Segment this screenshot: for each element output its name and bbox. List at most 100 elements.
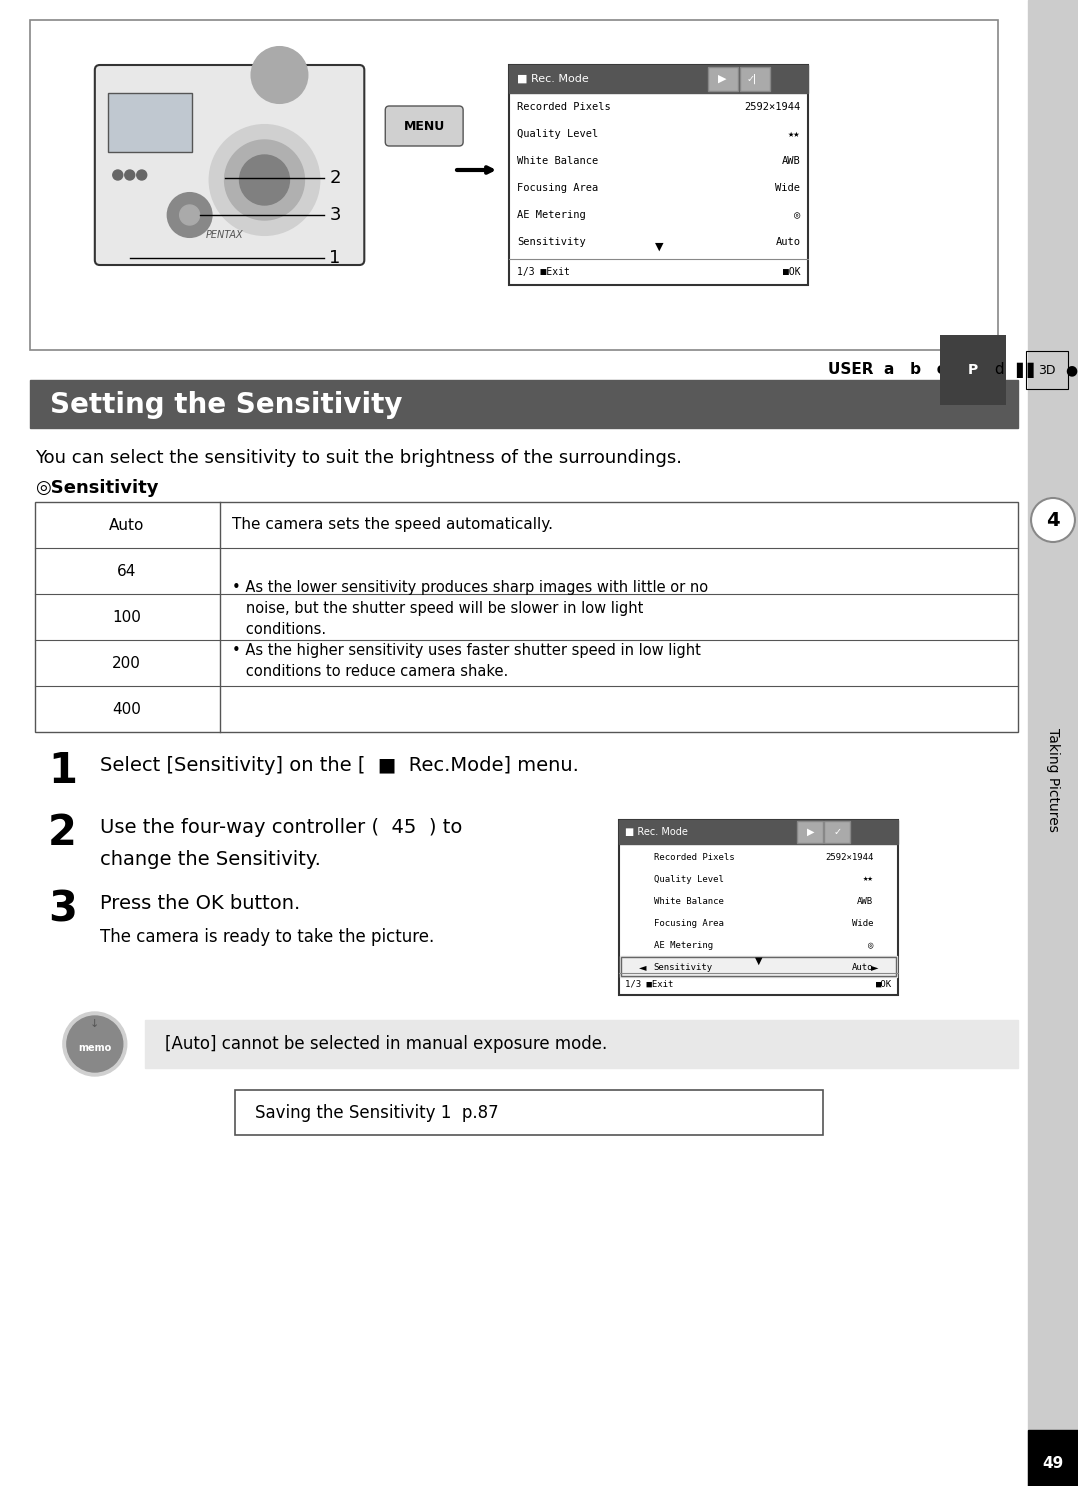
- Text: Focusing Area: Focusing Area: [653, 918, 724, 927]
- Text: Auto: Auto: [852, 963, 874, 972]
- Text: AE Metering: AE Metering: [517, 210, 585, 220]
- Circle shape: [63, 1012, 126, 1076]
- Text: AE Metering: AE Metering: [653, 941, 713, 950]
- FancyBboxPatch shape: [707, 67, 738, 91]
- Text: Select [Sensitivity] on the [  ■  Rec.Mode] menu.: Select [Sensitivity] on the [ ■ Rec.Mode…: [99, 756, 579, 776]
- Circle shape: [67, 1016, 123, 1071]
- Text: Quality Level: Quality Level: [517, 129, 598, 140]
- Circle shape: [240, 155, 289, 205]
- Text: Auto: Auto: [775, 236, 800, 247]
- Text: P: P: [968, 363, 978, 377]
- Bar: [1028, 1430, 1078, 1486]
- Text: 2592×1944: 2592×1944: [825, 853, 874, 862]
- Text: Sensitivity: Sensitivity: [653, 963, 713, 972]
- Text: You can select the sensitivity to suit the brightness of the surroundings.: You can select the sensitivity to suit t…: [35, 449, 681, 467]
- Text: Wide: Wide: [775, 183, 800, 193]
- Bar: [1028, 0, 1078, 1486]
- Text: 2: 2: [48, 811, 77, 854]
- Text: Auto: Auto: [109, 517, 145, 532]
- Text: ■ Rec. Mode: ■ Rec. Mode: [625, 828, 688, 837]
- Text: Wide: Wide: [852, 918, 874, 927]
- FancyBboxPatch shape: [824, 820, 850, 843]
- FancyBboxPatch shape: [797, 820, 823, 843]
- Text: 400: 400: [112, 701, 141, 716]
- Text: Focusing Area: Focusing Area: [517, 183, 598, 193]
- Text: 64: 64: [117, 563, 136, 578]
- Text: ▼: ▼: [654, 242, 663, 253]
- Text: 1/3 ■Exit: 1/3 ■Exit: [625, 979, 673, 988]
- Text: AWB: AWB: [858, 896, 874, 905]
- FancyBboxPatch shape: [740, 67, 770, 91]
- Text: Saving the Sensitivity 1  p.87: Saving the Sensitivity 1 p.87: [255, 1104, 498, 1122]
- Text: PENTAX: PENTAX: [206, 230, 243, 241]
- Text: ★★: ★★: [788, 129, 800, 140]
- Circle shape: [125, 169, 135, 180]
- Text: Use the four-way controller (  45  ) to: Use the four-way controller ( 45 ) to: [99, 817, 462, 837]
- Text: White Balance: White Balance: [653, 896, 724, 905]
- Text: 100: 100: [112, 609, 141, 624]
- Text: 3: 3: [329, 207, 341, 224]
- Text: 1/3 ■Exit: 1/3 ■Exit: [517, 267, 570, 276]
- Bar: [620, 955, 897, 976]
- Text: 200: 200: [112, 655, 141, 670]
- FancyBboxPatch shape: [30, 19, 998, 351]
- Text: ◎: ◎: [794, 210, 800, 220]
- Text: ◄: ◄: [638, 961, 646, 972]
- Text: ▶: ▶: [718, 74, 727, 85]
- Text: ●: ●: [1065, 363, 1077, 377]
- Text: Quality Level: Quality Level: [653, 874, 724, 884]
- Text: Setting the Sensitivity: Setting the Sensitivity: [50, 391, 403, 419]
- Text: ◎Sensitivity: ◎Sensitivity: [35, 478, 159, 496]
- Text: ■OK: ■OK: [783, 267, 800, 276]
- Circle shape: [210, 125, 320, 235]
- Text: ◎: ◎: [868, 941, 874, 950]
- Bar: [509, 65, 809, 94]
- Text: White Balance: White Balance: [517, 156, 598, 166]
- Text: The camera is ready to take the picture.: The camera is ready to take the picture.: [99, 927, 434, 947]
- FancyBboxPatch shape: [108, 94, 191, 152]
- FancyBboxPatch shape: [234, 1091, 823, 1135]
- Circle shape: [137, 169, 147, 180]
- Text: Taking Pictures: Taking Pictures: [1047, 728, 1059, 832]
- Circle shape: [167, 193, 212, 236]
- Text: 2: 2: [329, 169, 341, 187]
- Text: 3: 3: [48, 889, 77, 930]
- Text: AWB: AWB: [782, 156, 800, 166]
- Text: ✓: ✓: [834, 828, 841, 837]
- FancyBboxPatch shape: [386, 106, 463, 146]
- Text: ▶: ▶: [807, 828, 814, 837]
- Text: ▼: ▼: [755, 955, 762, 966]
- FancyBboxPatch shape: [619, 820, 899, 996]
- Bar: [145, 1019, 1018, 1068]
- Text: 2592×1944: 2592×1944: [744, 103, 800, 111]
- Text: ■OK: ■OK: [876, 979, 892, 988]
- Text: The camera sets the speed automatically.: The camera sets the speed automatically.: [231, 517, 553, 532]
- Text: • As the lower sensitivity produces sharp images with little or no
   noise, but: • As the lower sensitivity produces shar…: [231, 580, 707, 679]
- Circle shape: [112, 169, 123, 180]
- Text: ►: ►: [870, 961, 878, 972]
- Text: ■ Rec. Mode: ■ Rec. Mode: [517, 74, 589, 85]
- Text: Press the OK button.: Press the OK button.: [99, 895, 300, 912]
- Text: memo: memo: [78, 1043, 111, 1054]
- Text: 1: 1: [48, 750, 77, 792]
- Text: MENU: MENU: [404, 120, 445, 134]
- Text: d: d: [990, 363, 1004, 377]
- Text: USER  a   b   c: USER a b c: [828, 363, 946, 377]
- Text: [Auto] cannot be selected in manual exposure mode.: [Auto] cannot be selected in manual expo…: [164, 1036, 607, 1054]
- Bar: [30, 380, 1018, 428]
- Text: 4: 4: [1047, 511, 1059, 529]
- Text: Recorded Pixels: Recorded Pixels: [517, 103, 611, 111]
- Text: ★★: ★★: [863, 874, 874, 884]
- Text: change the Sensitivity.: change the Sensitivity.: [99, 850, 321, 869]
- Text: 1: 1: [329, 250, 341, 267]
- FancyBboxPatch shape: [35, 502, 1018, 733]
- FancyBboxPatch shape: [509, 65, 809, 285]
- Text: ✓▏: ✓▏: [746, 74, 762, 85]
- Bar: [619, 820, 899, 844]
- Circle shape: [179, 205, 200, 224]
- Circle shape: [252, 48, 308, 103]
- FancyBboxPatch shape: [621, 957, 896, 976]
- Text: ↓: ↓: [90, 1019, 99, 1028]
- Text: 49: 49: [1042, 1455, 1064, 1471]
- FancyBboxPatch shape: [95, 65, 364, 265]
